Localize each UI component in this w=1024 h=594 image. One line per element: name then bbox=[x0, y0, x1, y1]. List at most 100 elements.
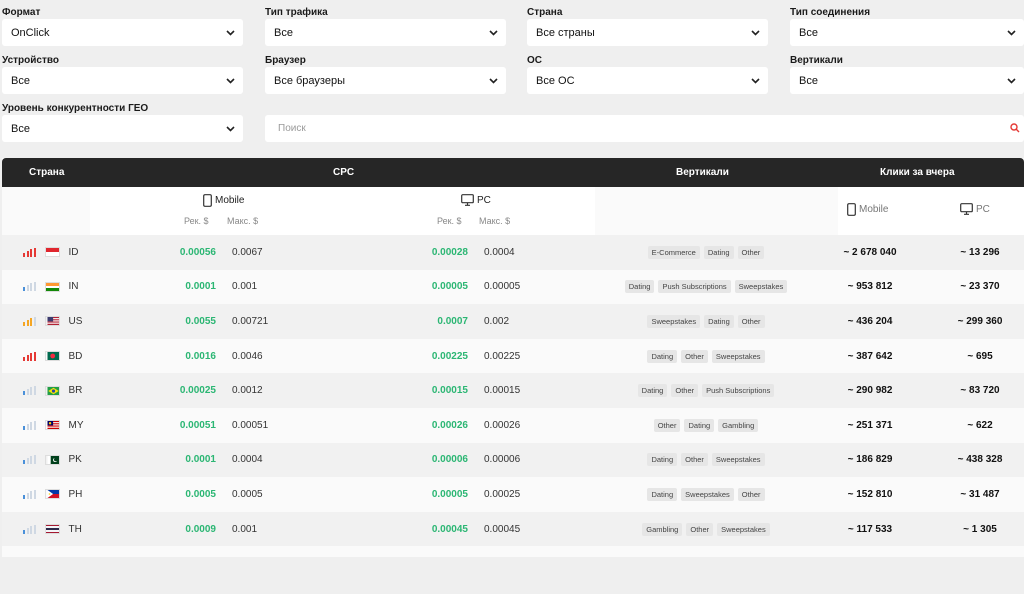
pc-max-cpc: 0.00026 bbox=[484, 419, 521, 431]
traffic-type-label: Тип трафика bbox=[265, 7, 328, 18]
mobile-rec-cpc: 0.0005 bbox=[185, 488, 216, 500]
country-code: IN bbox=[68, 281, 79, 293]
competition-level-icon bbox=[23, 524, 36, 534]
search-input[interactable] bbox=[278, 123, 1010, 134]
table-row[interactable]: PK 0.0001 0.0004 0.00006 0.00006 Dating Other S… bbox=[2, 442, 1024, 478]
country-cell: IN bbox=[23, 270, 79, 305]
verticals-cell: Sweepstakes Dating Other bbox=[595, 304, 817, 339]
table-row[interactable]: PH 0.0005 0.0005 0.00005 0.00025 Dating Sweeps… bbox=[2, 477, 1024, 512]
vertical-tag: Push Subscriptions bbox=[658, 280, 731, 294]
chevron-down-icon bbox=[486, 25, 501, 40]
chevron-down-icon bbox=[748, 25, 763, 40]
mobile-rec-cpc: 0.0016 bbox=[185, 350, 216, 362]
flag-my-icon bbox=[44, 420, 60, 431]
mobile-rec-cpc: 0.00025 bbox=[179, 385, 216, 397]
vertical-tag: Gambling bbox=[718, 418, 759, 432]
verticals-cell: Dating Other Sweepstakes bbox=[595, 443, 817, 478]
competition-level-icon bbox=[23, 489, 36, 499]
verticals-cell: Gambling Other Sweepstakes bbox=[595, 512, 817, 547]
clicks-mobile: ~ 186 829 bbox=[847, 454, 893, 466]
chevron-down-icon bbox=[486, 73, 501, 88]
chevron-down-icon bbox=[1004, 73, 1019, 88]
mobile-max-cpc: 0.0004 bbox=[232, 454, 263, 466]
country-select[interactable]: Все страны bbox=[527, 19, 768, 46]
mobile-rec-cpc: 0.0001 bbox=[185, 281, 216, 293]
device-select[interactable]: Все bbox=[2, 67, 243, 94]
mobile-max-cpc: 0.001 bbox=[232, 281, 258, 293]
competition-level-icon bbox=[23, 386, 36, 396]
country-cell: BD bbox=[23, 339, 82, 374]
geo-competition-select[interactable]: Все bbox=[2, 115, 243, 142]
verticals-select[interactable]: Все bbox=[790, 67, 1024, 94]
table-row[interactable]: BD 0.0016 0.0046 0.00225 0.00225 Dating Other S… bbox=[2, 339, 1024, 374]
clicks-mobile: ~ 2 678 040 bbox=[843, 246, 897, 258]
vertical-tag: Sweepstakes bbox=[711, 349, 765, 363]
table-row[interactable]: MY 0.00051 0.00051 0.00026 0.00026 Other Datin… bbox=[2, 408, 1024, 443]
pc-max-cpc: 0.00025 bbox=[484, 488, 521, 500]
clicks-mobile: ~ 290 982 bbox=[847, 385, 893, 397]
connection-type-label: Тип соединения bbox=[790, 7, 871, 18]
vertical-tag: Dating bbox=[637, 384, 668, 398]
chevron-down-icon bbox=[223, 25, 238, 40]
mobile-rec-cpc: 0.0055 bbox=[185, 315, 216, 327]
table-row[interactable]: ID 0.00056 0.0067 0.00028 0.0004 E-Commerce Da… bbox=[2, 235, 1024, 270]
country-value: Все страны bbox=[536, 26, 595, 39]
mobile-rec-label[interactable]: Рек. $ bbox=[184, 216, 209, 226]
os-select[interactable]: Все ОС bbox=[527, 67, 768, 94]
table-subheader: Mobile Рек. $ Макс. $ PC Рек. $ Макс. $ … bbox=[2, 187, 1024, 235]
verticals-cell: E-Commerce Dating Other bbox=[595, 235, 817, 270]
pc-rec-cpc: 0.00045 bbox=[431, 523, 468, 535]
verticals-label: Вертикали bbox=[790, 55, 843, 66]
competition-level-icon bbox=[23, 282, 36, 292]
pc-rec-cpc: 0.00006 bbox=[431, 454, 468, 466]
desktop-icon bbox=[461, 194, 474, 206]
chevron-down-icon bbox=[748, 73, 763, 88]
country-cell: PK bbox=[23, 443, 82, 478]
pc-rec-label[interactable]: Рек. $ bbox=[437, 216, 462, 226]
search-icon[interactable] bbox=[1010, 120, 1022, 138]
browser-select[interactable]: Все браузеры bbox=[265, 67, 506, 94]
verticals-cell: Dating Push Subscriptions Sweepstakes bbox=[595, 270, 817, 305]
clicks-mobile-header[interactable]: Mobile bbox=[847, 203, 888, 216]
header-country[interactable]: Страна bbox=[29, 167, 65, 178]
vertical-tag: Other bbox=[681, 349, 708, 363]
pc-max-label[interactable]: Макс. $ bbox=[479, 216, 511, 226]
mobile-max-label[interactable]: Макс. $ bbox=[227, 216, 259, 226]
mobile-max-cpc: 0.0046 bbox=[232, 350, 263, 362]
table-row[interactable]: TH 0.0009 0.001 0.00045 0.00045 Gambling Other… bbox=[2, 511, 1024, 547]
vertical-tag: Other bbox=[737, 314, 765, 328]
mobile-max-cpc: 0.0005 bbox=[232, 488, 263, 500]
table-row[interactable]: US 0.0055 0.00721 0.0007 0.002 Sweepstakes Dat… bbox=[2, 304, 1024, 339]
country-label: Страна bbox=[527, 7, 563, 18]
clicks-pc: ~ 695 bbox=[967, 350, 993, 362]
geo-competition-label: Уровень конкурентности ГЕО bbox=[2, 103, 149, 114]
pc-rec-cpc: 0.00028 bbox=[431, 246, 468, 258]
country-cell: ID bbox=[23, 235, 79, 270]
format-select[interactable]: OnClick bbox=[2, 19, 243, 46]
traffic-type-select[interactable]: Все bbox=[265, 19, 506, 46]
table-row[interactable]: BR 0.00025 0.0012 0.00015 0.00015 Dating Other… bbox=[2, 373, 1024, 408]
clicks-mobile: ~ 152 810 bbox=[847, 488, 893, 500]
clicks-pc-header[interactable]: PC bbox=[960, 203, 990, 215]
vertical-tag: Other bbox=[737, 245, 765, 259]
clicks-pc: ~ 23 370 bbox=[960, 281, 1000, 293]
vertical-tag: Dating bbox=[647, 453, 678, 467]
verticals-cell: Dating Sweepstakes Other bbox=[595, 477, 817, 512]
pc-rec-cpc: 0.0007 bbox=[437, 315, 468, 327]
browser-value: Все браузеры bbox=[274, 74, 345, 87]
vertical-tag: Sweepstakes bbox=[647, 314, 701, 328]
mobile-rec-cpc: 0.00051 bbox=[179, 419, 216, 431]
vertical-tag: E-Commerce bbox=[647, 245, 700, 259]
mobile-icon bbox=[847, 203, 856, 216]
vertical-tag: Other bbox=[671, 384, 699, 398]
search-box[interactable] bbox=[265, 115, 1024, 142]
geo-competition-value: Все bbox=[11, 122, 30, 135]
device-label: Устройство bbox=[2, 55, 59, 66]
connection-type-select[interactable]: Все bbox=[790, 19, 1024, 46]
mobile-icon bbox=[203, 194, 212, 207]
verticals-value: Все bbox=[799, 74, 818, 87]
flag-th-icon bbox=[44, 524, 60, 535]
country-code: PH bbox=[68, 488, 83, 500]
table-row[interactable]: IN 0.0001 0.001 0.00005 0.00005 Dating Push Su… bbox=[2, 270, 1024, 305]
cpc-mobile-label: Mobile bbox=[215, 195, 245, 206]
